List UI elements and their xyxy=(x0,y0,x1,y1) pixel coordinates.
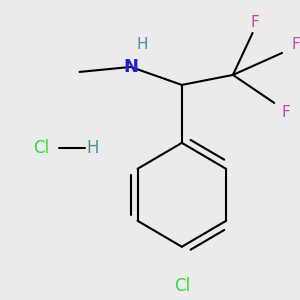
Text: F: F xyxy=(282,105,290,120)
Text: Cl: Cl xyxy=(174,277,190,295)
Text: N: N xyxy=(123,58,138,76)
Text: F: F xyxy=(250,16,259,31)
Text: F: F xyxy=(292,38,300,52)
Text: Cl: Cl xyxy=(33,139,49,157)
Text: H: H xyxy=(86,139,99,157)
Text: H: H xyxy=(137,38,148,52)
